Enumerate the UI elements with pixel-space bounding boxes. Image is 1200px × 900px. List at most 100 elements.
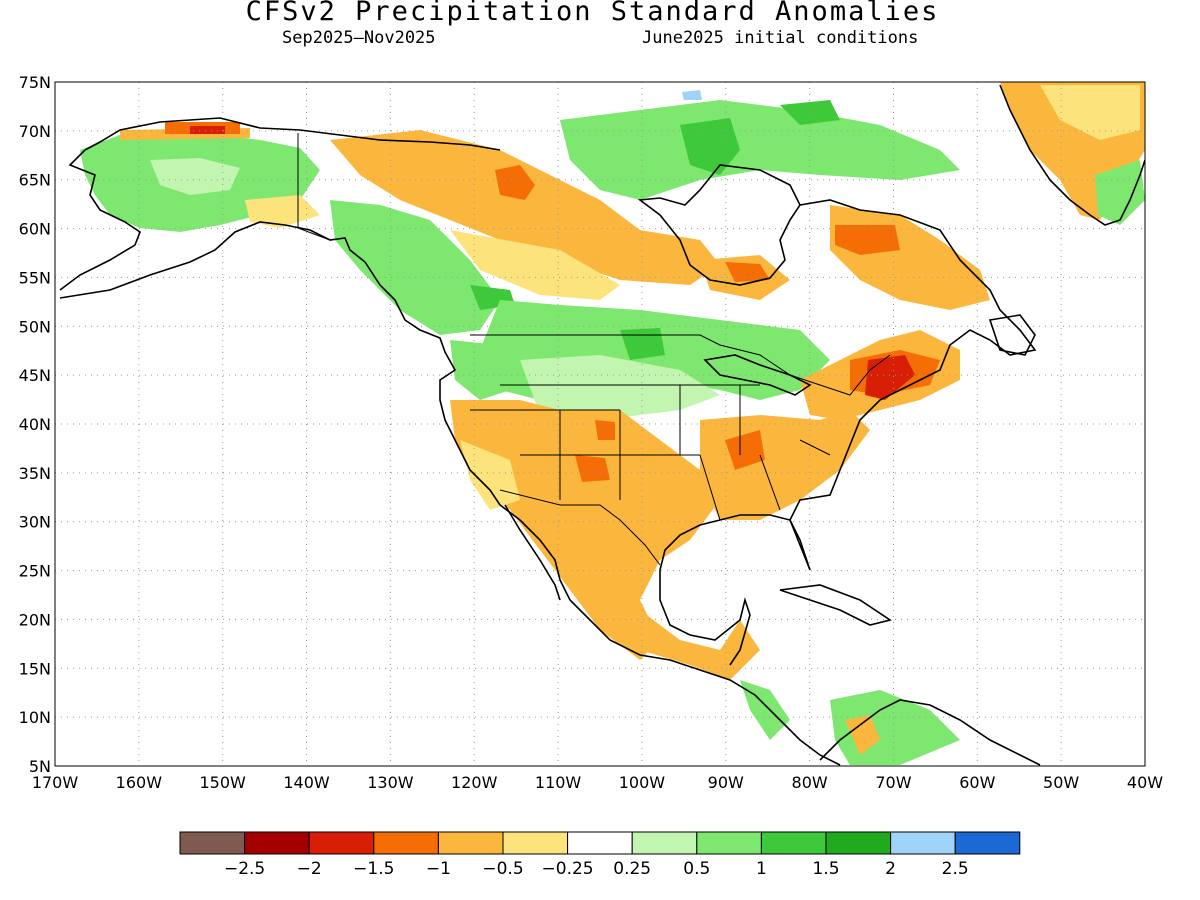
colorbar-label: 2.5 (942, 859, 969, 879)
coastline-mexico-pacific (569, 599, 841, 766)
forecast-period: Sep2025—Nov2025 (282, 28, 436, 48)
anomaly-region-arctic-wetmed (680, 118, 740, 175)
coastline-cuba (779, 584, 892, 626)
colorbar-swatch (373, 831, 439, 855)
anomaly-region-alaska-slightdry (245, 195, 320, 228)
anomaly-region-co-drymed (595, 420, 615, 440)
coastline-hudson-bay (637, 164, 801, 286)
colorbar-label: −2.5 (224, 859, 265, 879)
latitude-label: 30N (19, 513, 51, 532)
anomaly-region-bc-wet (330, 200, 500, 335)
colorbar-label: 1 (756, 859, 767, 879)
anomaly-region-prairies-wetmed (620, 328, 665, 360)
latitude-labels: 75N 70N 65N 60N 55N 50N 45N 40N 35N 30N 25N 20N 15N 1… (19, 73, 51, 776)
colorbar-swatch (567, 831, 633, 855)
border-us-states-1 (470, 384, 760, 500)
colorbar-label: −1.5 (353, 859, 394, 879)
initial-conditions: June2025 initial conditions (642, 28, 919, 48)
colorbar-label: −0.25 (542, 859, 594, 879)
coastline-labrador (789, 199, 1037, 571)
longitude-label: 160W (116, 773, 163, 792)
coastline-great-lakes (703, 354, 812, 396)
colorbar-label: 0.25 (613, 859, 651, 879)
longitude-label: 40W (1127, 773, 1163, 792)
border-us-mexico (499, 489, 661, 566)
coastline-alaska (59, 221, 571, 601)
coastline-newfoundland (988, 314, 1036, 356)
coastline-alaska-west (59, 149, 141, 291)
colorbar-swatch (760, 831, 827, 855)
longitude-label: 110W (535, 773, 582, 792)
colorbar-swatch (437, 831, 504, 855)
anomaly-region-southwest-dry (450, 400, 720, 660)
chart-title: CFSv2 Precipitation Standard Anomalies (245, 0, 940, 27)
anomaly-region-alaska-wet-light (150, 158, 240, 195)
colorbar-swatch (631, 831, 698, 855)
coastline-gulf (659, 514, 811, 666)
longitude-label: 170W (32, 773, 79, 792)
coastline-southamerica (819, 699, 1041, 766)
map-grid (55, 82, 1145, 766)
coastline-greenland (999, 84, 1145, 226)
anomaly-region-southamerica-dry (845, 715, 880, 755)
border-us-canada (470, 334, 891, 396)
colorbar-label: −0.5 (482, 859, 523, 879)
latitude-label: 20N (19, 610, 51, 629)
border-alaska-canada (297, 133, 331, 241)
anomaly-region-quebec-drymed (835, 225, 900, 255)
colorbar: −2.5 −2 −1.5 −1 −0.5 −0.25 0.25 0.5 1 1.5 2 2.5 (179, 831, 1021, 879)
latitude-label: 60N (19, 220, 51, 239)
colorbar-swatch (696, 831, 762, 855)
anomaly-region-nm-drymed (575, 455, 610, 482)
longitude-label: 50W (1043, 773, 1079, 792)
latitude-label: 55N (19, 268, 51, 287)
longitude-label: 60W (959, 773, 995, 792)
colorbar-swatch (825, 831, 892, 855)
latitude-label: 70N (19, 122, 51, 141)
latitude-label: 65N (19, 171, 51, 190)
anomaly-region-yukon-drymed (495, 165, 535, 200)
map-frame (54, 81, 1146, 767)
coastline-alaska-north (84, 117, 501, 151)
coastlines (59, 84, 1145, 766)
longitude-label: 90W (708, 773, 744, 792)
anomaly-region-quebec-dry (830, 205, 990, 310)
anomaly-region-greenland-slightdry (1040, 85, 1140, 140)
colorbar-swatch (502, 831, 569, 855)
latitude-label: 35N (19, 464, 51, 483)
colorbar-label: −1 (426, 859, 451, 879)
political-borders (297, 133, 891, 566)
colorbar-swatch (890, 831, 956, 855)
anomaly-region-arctic-very-wet (682, 90, 702, 100)
anomaly-region-arctic-wet (560, 100, 960, 200)
anomaly-region-southwest-slightdry (460, 440, 520, 510)
colorbar-swatch (179, 831, 246, 855)
latitude-label: 25N (19, 562, 51, 581)
latitude-label: 50N (19, 317, 51, 336)
longitude-labels: 170W 160W 150W 140W 130W 120W 110W 100W 90W 80W 70… (32, 773, 1163, 792)
longitude-label: 100W (619, 773, 666, 792)
colorbar-swatch (954, 831, 1021, 855)
anomaly-region-hudson-drymed (725, 262, 770, 282)
colorbar-label: 1.5 (812, 859, 839, 879)
colorbar-label: −2 (297, 859, 322, 879)
longitude-label: 120W (451, 773, 498, 792)
anomaly-region-centralamerica-wet (740, 680, 790, 740)
latitude-label: 45N (19, 366, 51, 385)
anomaly-region-alaska-north-strong (190, 126, 225, 134)
latitude-label: 5N (29, 757, 51, 776)
anomaly-region-ohio-drymed (725, 430, 765, 470)
anomaly-region-yukon-dry (330, 130, 720, 285)
coastline-baja (504, 504, 561, 601)
anomaly-region-prairies-slightwet (520, 355, 720, 420)
anomaly-region-southeast-dry (700, 410, 870, 520)
longitude-label: 70W (875, 773, 911, 792)
longitude-label: 140W (283, 773, 330, 792)
latitude-label: 10N (19, 708, 51, 727)
colorbar-label: 2 (885, 859, 896, 879)
latitude-label: 15N (19, 659, 51, 678)
border-us-states-2 (699, 439, 831, 521)
anomaly-region-greenland-wet (1095, 160, 1145, 225)
latitude-label: 40N (19, 415, 51, 434)
